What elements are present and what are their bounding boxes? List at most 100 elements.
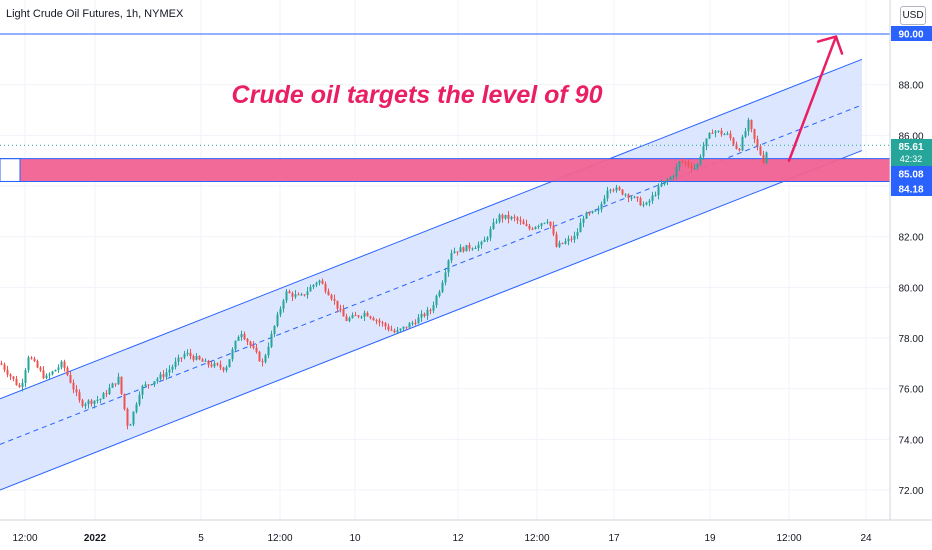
- candle-body: [627, 194, 630, 198]
- candle-body: [573, 235, 576, 240]
- candle-body: [3, 364, 6, 370]
- candle-body: [171, 366, 174, 370]
- candle-body: [678, 161, 681, 168]
- candle-body: [129, 424, 132, 426]
- candle-body: [69, 374, 72, 383]
- candle-body: [702, 146, 705, 157]
- target-arrow: [787, 35, 844, 162]
- candle-body: [495, 221, 498, 223]
- x-tick-label: 10: [349, 533, 361, 544]
- candle-body: [30, 357, 33, 359]
- candle-body: [6, 369, 9, 375]
- candle-body: [63, 361, 66, 368]
- candle-body: [630, 197, 633, 199]
- currency-button[interactable]: USD: [900, 6, 926, 25]
- candle-body: [669, 177, 672, 180]
- candle-body: [519, 220, 522, 222]
- candle-body: [33, 358, 36, 362]
- symbol-title[interactable]: Light Crude Oil Futures, 1h, NYMEX: [6, 8, 184, 20]
- candle-body: [111, 383, 114, 388]
- candle-body: [576, 232, 579, 236]
- candle-body: [585, 212, 588, 219]
- candle-body: [120, 376, 123, 394]
- candle-body: [660, 184, 663, 187]
- candle-body: [441, 282, 444, 292]
- candle-body: [600, 203, 603, 210]
- candle-body: [690, 165, 693, 169]
- x-tick-label: 12: [452, 533, 464, 544]
- candle-body: [180, 357, 183, 359]
- candle-body: [42, 370, 45, 379]
- candle-body: [588, 212, 591, 214]
- candle-body: [45, 375, 48, 379]
- candle-body: [429, 309, 432, 311]
- candle-body: [312, 284, 315, 287]
- candle-body: [378, 320, 381, 323]
- x-tick-label: 24: [860, 533, 872, 544]
- candle-body: [51, 371, 54, 375]
- candle-body: [216, 363, 219, 365]
- candle-body: [468, 245, 471, 249]
- candle-body: [381, 322, 384, 324]
- y-tick-label: 78.00: [898, 334, 923, 345]
- candle-body: [618, 187, 621, 190]
- countdown-label: 42:32: [900, 154, 923, 164]
- candle-body: [417, 317, 420, 324]
- candle-body: [369, 316, 372, 319]
- candle-body: [249, 341, 252, 346]
- price-axis: 72.0074.0076.0078.0080.0082.0084.0086.00…: [889, 0, 932, 520]
- candle-body: [663, 181, 666, 185]
- candle-body: [291, 293, 294, 297]
- candle-body: [258, 351, 261, 362]
- candle-body: [222, 367, 225, 371]
- x-tick-label: 19: [704, 533, 716, 544]
- candle-body: [489, 228, 492, 238]
- candle-body: [747, 119, 750, 132]
- candle-body: [615, 187, 618, 191]
- channel-mid: [0, 104, 863, 445]
- candle-body: [66, 367, 69, 375]
- candle-body: [99, 398, 102, 400]
- candle-body: [462, 247, 465, 252]
- support-zone: [0, 158, 890, 182]
- candle-body: [720, 130, 723, 135]
- candle-body: [219, 364, 222, 368]
- y-tick-label: 74.00: [898, 435, 923, 446]
- candle-body: [513, 216, 516, 218]
- candle-body: [72, 382, 75, 390]
- candle-body: [138, 394, 141, 405]
- candle-body: [393, 330, 396, 333]
- candle-body: [648, 200, 651, 203]
- y-tick-label: 72.00: [898, 486, 923, 497]
- candle-body: [279, 308, 282, 315]
- candle-body: [366, 312, 369, 317]
- candle-body: [132, 411, 135, 425]
- candle-body: [561, 242, 564, 244]
- candle-body: [552, 225, 555, 235]
- candle-body: [516, 217, 519, 221]
- candle-body: [309, 286, 312, 292]
- candle-body: [645, 202, 648, 205]
- candle-body: [261, 361, 264, 363]
- arrow-shaft: [787, 35, 838, 162]
- candle-body: [591, 211, 594, 213]
- candle-body: [81, 400, 84, 407]
- level-lines: [0, 33, 890, 146]
- candle-body: [750, 119, 753, 130]
- candle-body: [174, 361, 177, 367]
- candle-body: [204, 360, 207, 362]
- candle-body: [708, 132, 711, 139]
- candle-body: [207, 360, 210, 365]
- candle-body: [594, 210, 597, 212]
- candle-body: [621, 189, 624, 195]
- candle-body: [264, 355, 267, 363]
- candle-body: [153, 381, 156, 385]
- candle-body: [765, 152, 768, 163]
- candle-body: [411, 322, 414, 324]
- candle-body: [504, 214, 507, 219]
- candle-body: [450, 253, 453, 261]
- candle-body: [657, 186, 660, 195]
- candle-body: [225, 367, 228, 371]
